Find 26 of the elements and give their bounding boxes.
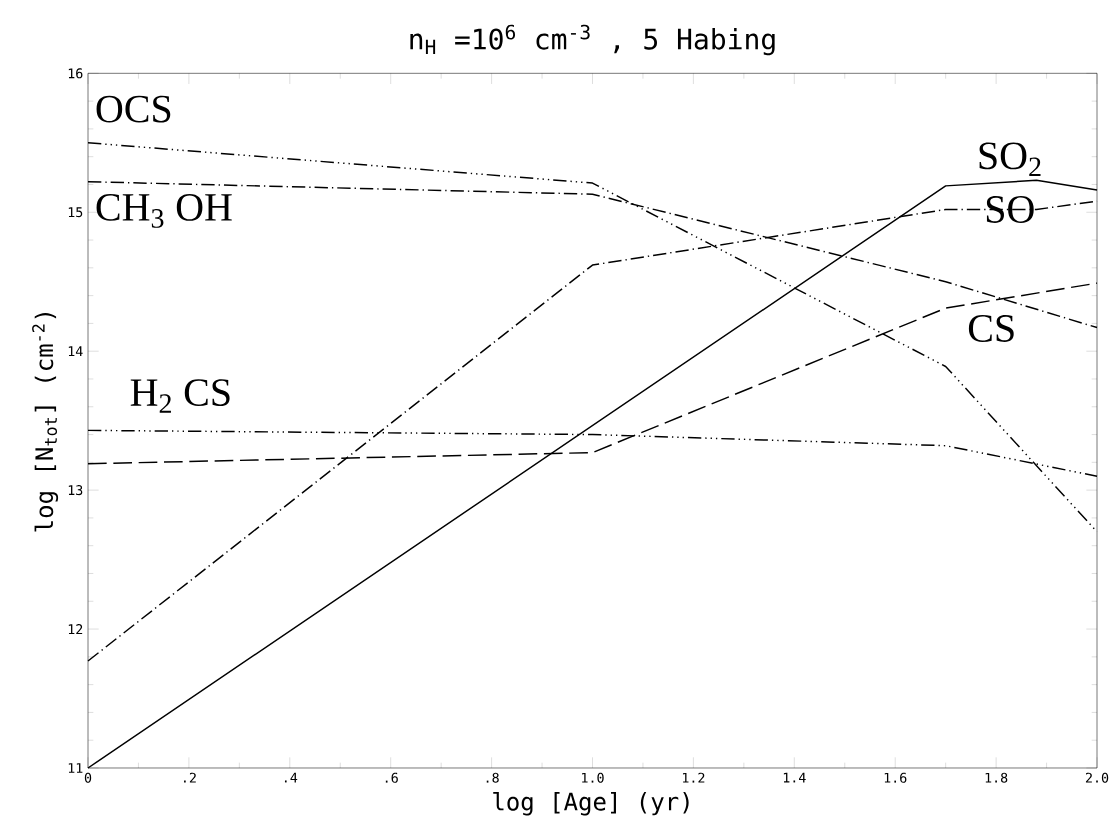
series-label: CH$_{3}$ OH bbox=[96, 193, 232, 228]
series-label: H$_{2}$ CS bbox=[130, 379, 230, 413]
y-tick-label: 12 bbox=[68, 624, 83, 635]
x-axis-title: log [Age] (yr) bbox=[493, 791, 689, 816]
series-label: CS bbox=[968, 315, 1014, 342]
y-tick-label: 13 bbox=[68, 485, 83, 496]
x-tick-label: 1.8 bbox=[985, 772, 1008, 783]
x-tick-label: 1.6 bbox=[884, 772, 907, 783]
y-axis-title: log [N$_{tot}$] (cm$^{-2}$) bbox=[32, 313, 59, 532]
x-tick-label: 1.4 bbox=[783, 772, 806, 783]
x-tick-label: 2.0 bbox=[1085, 772, 1109, 783]
x-tick-label: .2 bbox=[184, 772, 196, 783]
x-tick-label: .6 bbox=[385, 772, 398, 783]
y-tick-label: 16 bbox=[68, 68, 83, 79]
x-tick-label: .4 bbox=[284, 772, 298, 783]
series-label: SO$_{2}$ bbox=[979, 142, 1041, 177]
y-tick-label: 15 bbox=[68, 207, 83, 218]
series-label: SO bbox=[986, 196, 1034, 223]
y-tick-label: 14 bbox=[68, 346, 83, 357]
series-label: OCS bbox=[96, 95, 171, 123]
x-tick-label: 1.2 bbox=[682, 772, 705, 783]
x-tick-label: .8 bbox=[486, 772, 499, 783]
chart-title: n$_{H}$ =10$^{6}$ cm$^{-3}$ , 5 Habing bbox=[410, 24, 775, 56]
x-tick-label: 0 bbox=[84, 772, 92, 783]
y-tick-label: 11 bbox=[68, 763, 83, 773]
x-tick-label: 1.0 bbox=[582, 772, 604, 783]
